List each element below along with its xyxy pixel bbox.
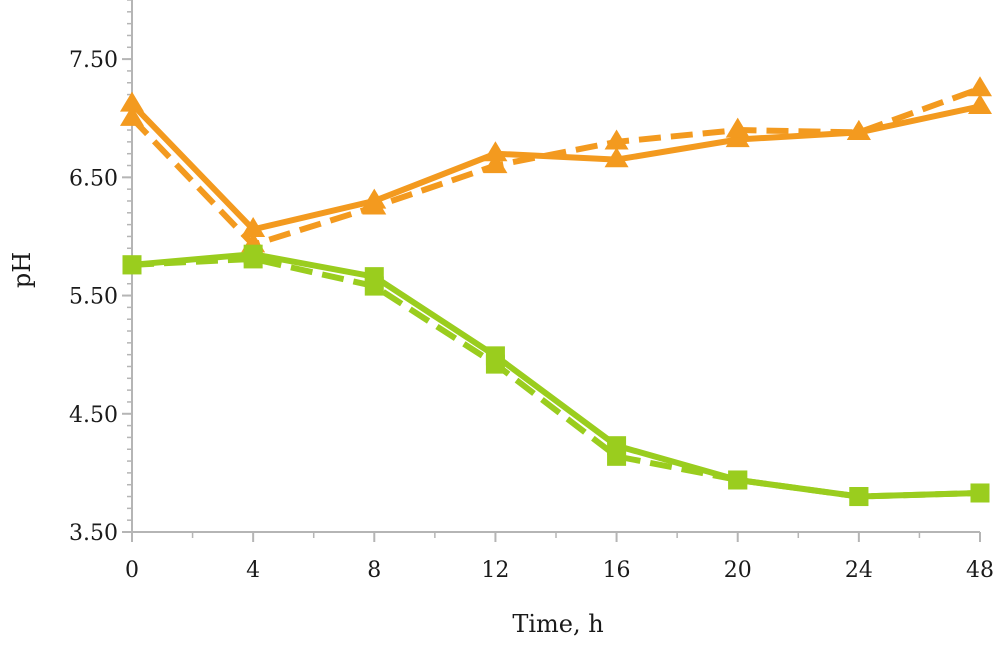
series-4-line (131, 255, 981, 500)
data-point-square (607, 446, 627, 466)
data-point-triangle (362, 194, 387, 215)
data-point-square (364, 276, 384, 296)
series-1-line (129, 101, 981, 233)
x-axis-title: Time, h (512, 610, 603, 638)
series-3-line (131, 251, 981, 500)
y-axis-title: pH (8, 252, 36, 288)
x-tick-label: 4 (246, 558, 260, 583)
data-point-square (243, 249, 263, 269)
data-point-triangle (483, 141, 508, 162)
data-point-triangle (120, 91, 144, 112)
x-tick-label: 0 (125, 558, 139, 583)
data-point-triangle (604, 147, 629, 168)
data-point-square (485, 354, 505, 374)
data-point-triangle (968, 94, 992, 114)
y-tick-label: 7.50 (69, 48, 118, 73)
y-tick-label: 4.50 (69, 403, 118, 428)
x-tick-label: 16 (603, 558, 631, 583)
data-point-square (122, 255, 142, 275)
x-tick-label: 8 (367, 558, 381, 583)
axes: 3.504.505.506.507.500 4 8 12 16 20 24 48 (69, 0, 994, 583)
data-point-triangle (846, 120, 871, 141)
y-tick-label: 3.50 (69, 521, 118, 546)
x-tick-label: 48 (966, 558, 994, 583)
x-tick-label: 24 (845, 558, 873, 583)
data-point-square (970, 483, 990, 503)
data-point-square (849, 487, 869, 507)
data-point-triangle (968, 76, 992, 97)
data-point-triangle (604, 129, 629, 150)
data-point-triangle (241, 216, 266, 237)
y-tick-label: 6.50 (69, 166, 118, 191)
series-1 (120, 91, 992, 237)
data-point-triangle (725, 117, 750, 138)
y-tick-label: 5.50 (69, 285, 118, 310)
series-2-line (129, 85, 982, 248)
x-tick-label: 12 (481, 558, 509, 583)
data-point-triangle (483, 153, 508, 174)
x-tick-label: 20 (724, 558, 752, 583)
data-point-triangle (120, 105, 144, 126)
series-3 (122, 244, 990, 507)
series-4 (122, 249, 990, 507)
series-layer (120, 76, 992, 507)
data-point-square (728, 470, 748, 490)
